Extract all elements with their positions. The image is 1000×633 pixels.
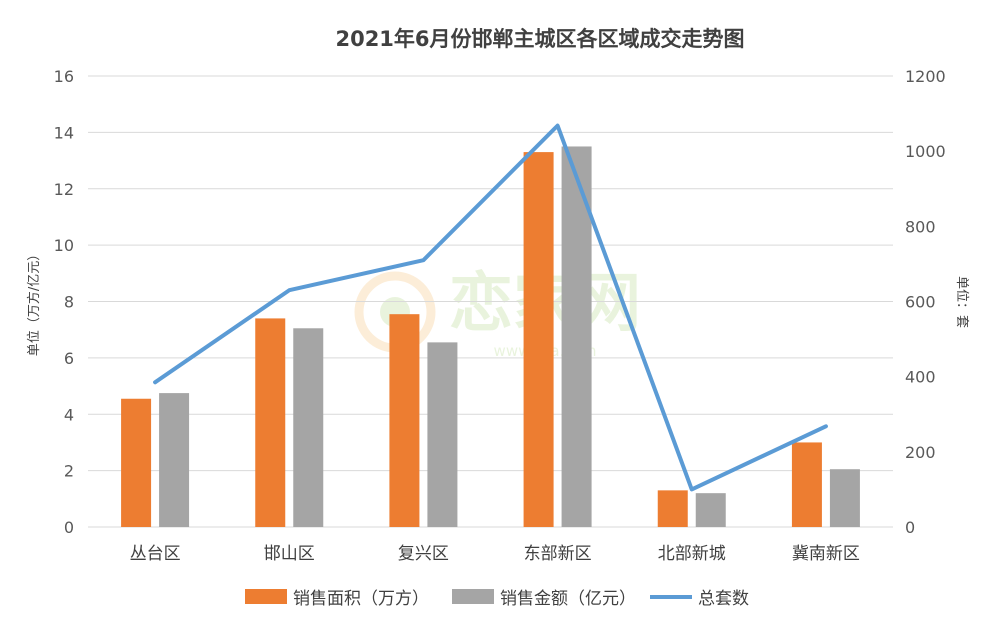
legend-label: 销售面积（万方） [293,589,429,609]
bar-area [255,318,286,527]
x-tick-label: 冀南新区 [792,544,860,564]
legend: 销售面积（万方） 销售金额（亿元） 总套数 [245,589,749,609]
y-left-tick-label: 6 [64,349,74,368]
legend-swatch [452,589,494,604]
x-tick-label: 丛台区 [130,544,181,564]
y-left-tick-label: 16 [54,67,74,86]
chart-title: 2021年6月份邯郸主城区各区域成交走势图 [335,27,744,51]
x-tick-label: 复兴区 [398,544,449,564]
bar-amount [427,342,458,527]
bar-area [523,152,554,527]
bar-amount [159,393,190,527]
y-right-tick-label: 1000 [905,142,946,161]
x-axis-labels: 丛台区 邯山区 复兴区 东部新区 北部新城 冀南新区 [130,544,860,564]
y-right-tick-label: 400 [905,368,936,387]
y-left-tick-label: 14 [54,123,74,142]
y-left-tick-label: 2 [64,462,74,481]
x-tick-label: 邯山区 [264,544,315,564]
gridlines [88,75,893,528]
y-axis-left-ticks: 0 2 4 6 8 10 12 14 16 [54,67,74,537]
bar-area [791,442,822,527]
y-left-tick-label: 12 [54,180,74,199]
y-right-tick-label: 600 [905,293,936,312]
y-right-tick-label: 800 [905,217,936,236]
y-axis-right-label: 单位：套 [954,276,970,328]
legend-swatch [245,589,287,604]
y-axis-left-label: 单位（万方/亿元） [26,248,42,356]
line-series [153,123,828,492]
y-right-tick-label: 200 [905,443,936,462]
bar-amount [829,469,860,527]
y-left-tick-label: 8 [64,293,74,312]
legend-label: 销售金额（亿元） [500,589,636,609]
legend-label: 总套数 [698,589,749,609]
bar-amount [695,493,726,527]
bar-amount [293,328,324,527]
bar-area [657,490,688,527]
x-tick-label: 北部新城 [658,544,726,564]
y-right-tick-label: 1200 [905,67,946,86]
bar-area [121,398,152,527]
x-tick-label: 东部新区 [524,544,592,564]
line-total-units [153,123,828,492]
y-right-tick-label: 0 [905,518,915,537]
y-axis-right-ticks: 0 200 400 600 800 1000 1200 [905,67,946,537]
bar-area [389,314,420,527]
bar-series [121,146,860,527]
y-left-tick-label: 10 [54,236,74,255]
y-left-tick-label: 0 [64,518,74,537]
y-left-tick-label: 4 [64,405,74,424]
